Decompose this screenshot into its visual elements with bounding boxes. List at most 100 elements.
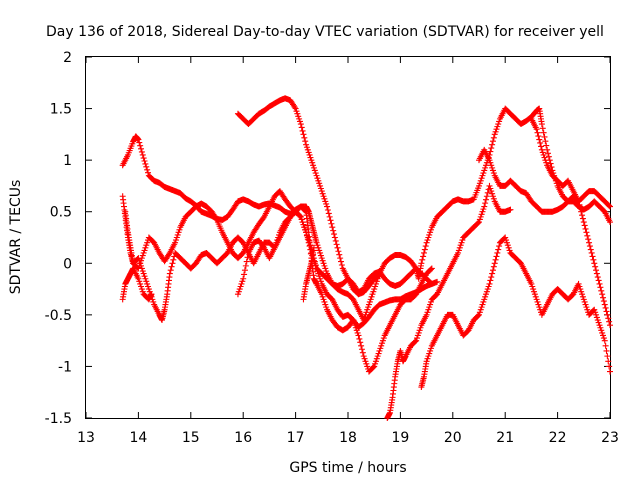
data-point (141, 273, 148, 280)
data-point (299, 127, 306, 134)
data-point (575, 280, 582, 287)
data-point (483, 193, 490, 200)
data-point (333, 241, 340, 248)
data-point (593, 314, 600, 321)
data-point (165, 251, 172, 258)
data-point (489, 141, 496, 148)
data-point (536, 136, 543, 143)
data-point (531, 288, 538, 295)
data-point (332, 237, 339, 244)
data-point (413, 337, 420, 344)
data-point (301, 224, 308, 231)
data-point (458, 239, 465, 246)
data-point (316, 247, 323, 254)
data-point (138, 265, 145, 272)
data-point (144, 239, 151, 246)
data-point (296, 213, 303, 220)
data-point (605, 358, 612, 365)
data-point (541, 133, 548, 140)
data-point (138, 283, 145, 290)
data-point (371, 363, 378, 370)
data-point (427, 280, 434, 287)
data-point (602, 342, 609, 349)
data-point (528, 280, 535, 287)
data-point (310, 244, 317, 251)
data-point (175, 229, 182, 236)
data-point (241, 267, 248, 274)
data-point (304, 146, 311, 153)
data-point (493, 253, 500, 260)
data-point (599, 291, 606, 298)
data-point (593, 311, 600, 318)
data-point (362, 311, 369, 318)
data-point (489, 190, 496, 197)
data-point (416, 327, 423, 334)
y-tick-label: 1.5 (50, 102, 72, 118)
data-point (323, 304, 330, 311)
data-point (604, 311, 611, 318)
data-point (538, 121, 545, 128)
data-point (174, 231, 181, 238)
data-point (378, 342, 385, 349)
data-point (459, 237, 466, 244)
data-point (275, 234, 282, 241)
data-point (482, 293, 489, 300)
data-point (322, 265, 329, 272)
data-point (308, 157, 315, 164)
data-point (589, 253, 596, 260)
chart-title: Day 136 of 2018, Sidereal Day-to-day VTE… (46, 24, 604, 40)
data-point (482, 291, 489, 298)
data-point (304, 236, 311, 243)
data-point (238, 280, 245, 287)
series-track-2 (119, 188, 441, 331)
data-point (311, 167, 318, 174)
data-point (337, 255, 344, 262)
data-point (422, 243, 429, 250)
data-point (425, 234, 432, 241)
data-point (482, 196, 489, 203)
data-point (588, 249, 595, 256)
data-point (427, 298, 434, 305)
data-point (531, 291, 538, 298)
data-point (418, 260, 425, 267)
data-point (540, 129, 547, 136)
data-point (594, 317, 601, 324)
data-point (137, 260, 144, 267)
data-point (595, 277, 602, 284)
data-point (234, 291, 241, 298)
data-point (505, 244, 512, 251)
data-point (607, 203, 613, 210)
data-point (489, 138, 496, 145)
data-point (428, 265, 435, 272)
data-point (590, 256, 597, 263)
data-point (374, 353, 381, 360)
data-point (358, 346, 365, 353)
data-point (372, 360, 379, 367)
data-point (423, 358, 430, 365)
data-point (581, 298, 588, 305)
data-point (490, 170, 497, 177)
data-point (375, 350, 382, 357)
data-point (364, 306, 371, 313)
data-point (369, 291, 376, 298)
data-point (506, 247, 513, 254)
data-point (305, 239, 312, 246)
data-point (577, 286, 584, 293)
data-point (366, 298, 373, 305)
data-point (317, 275, 324, 282)
data-point (139, 288, 146, 295)
data-point (488, 162, 495, 169)
y-tick-label: 1 (63, 153, 72, 169)
x-axis-label: GPS time / hours (289, 460, 406, 476)
x-tick-label: 16 (234, 430, 252, 446)
data-point (361, 355, 368, 362)
data-point (300, 131, 307, 138)
data-point (503, 239, 510, 246)
data-point (538, 143, 545, 150)
data-point (276, 231, 283, 238)
data-point (362, 358, 369, 365)
data-point (314, 175, 321, 182)
data-point (135, 255, 142, 262)
data-point (379, 337, 386, 344)
